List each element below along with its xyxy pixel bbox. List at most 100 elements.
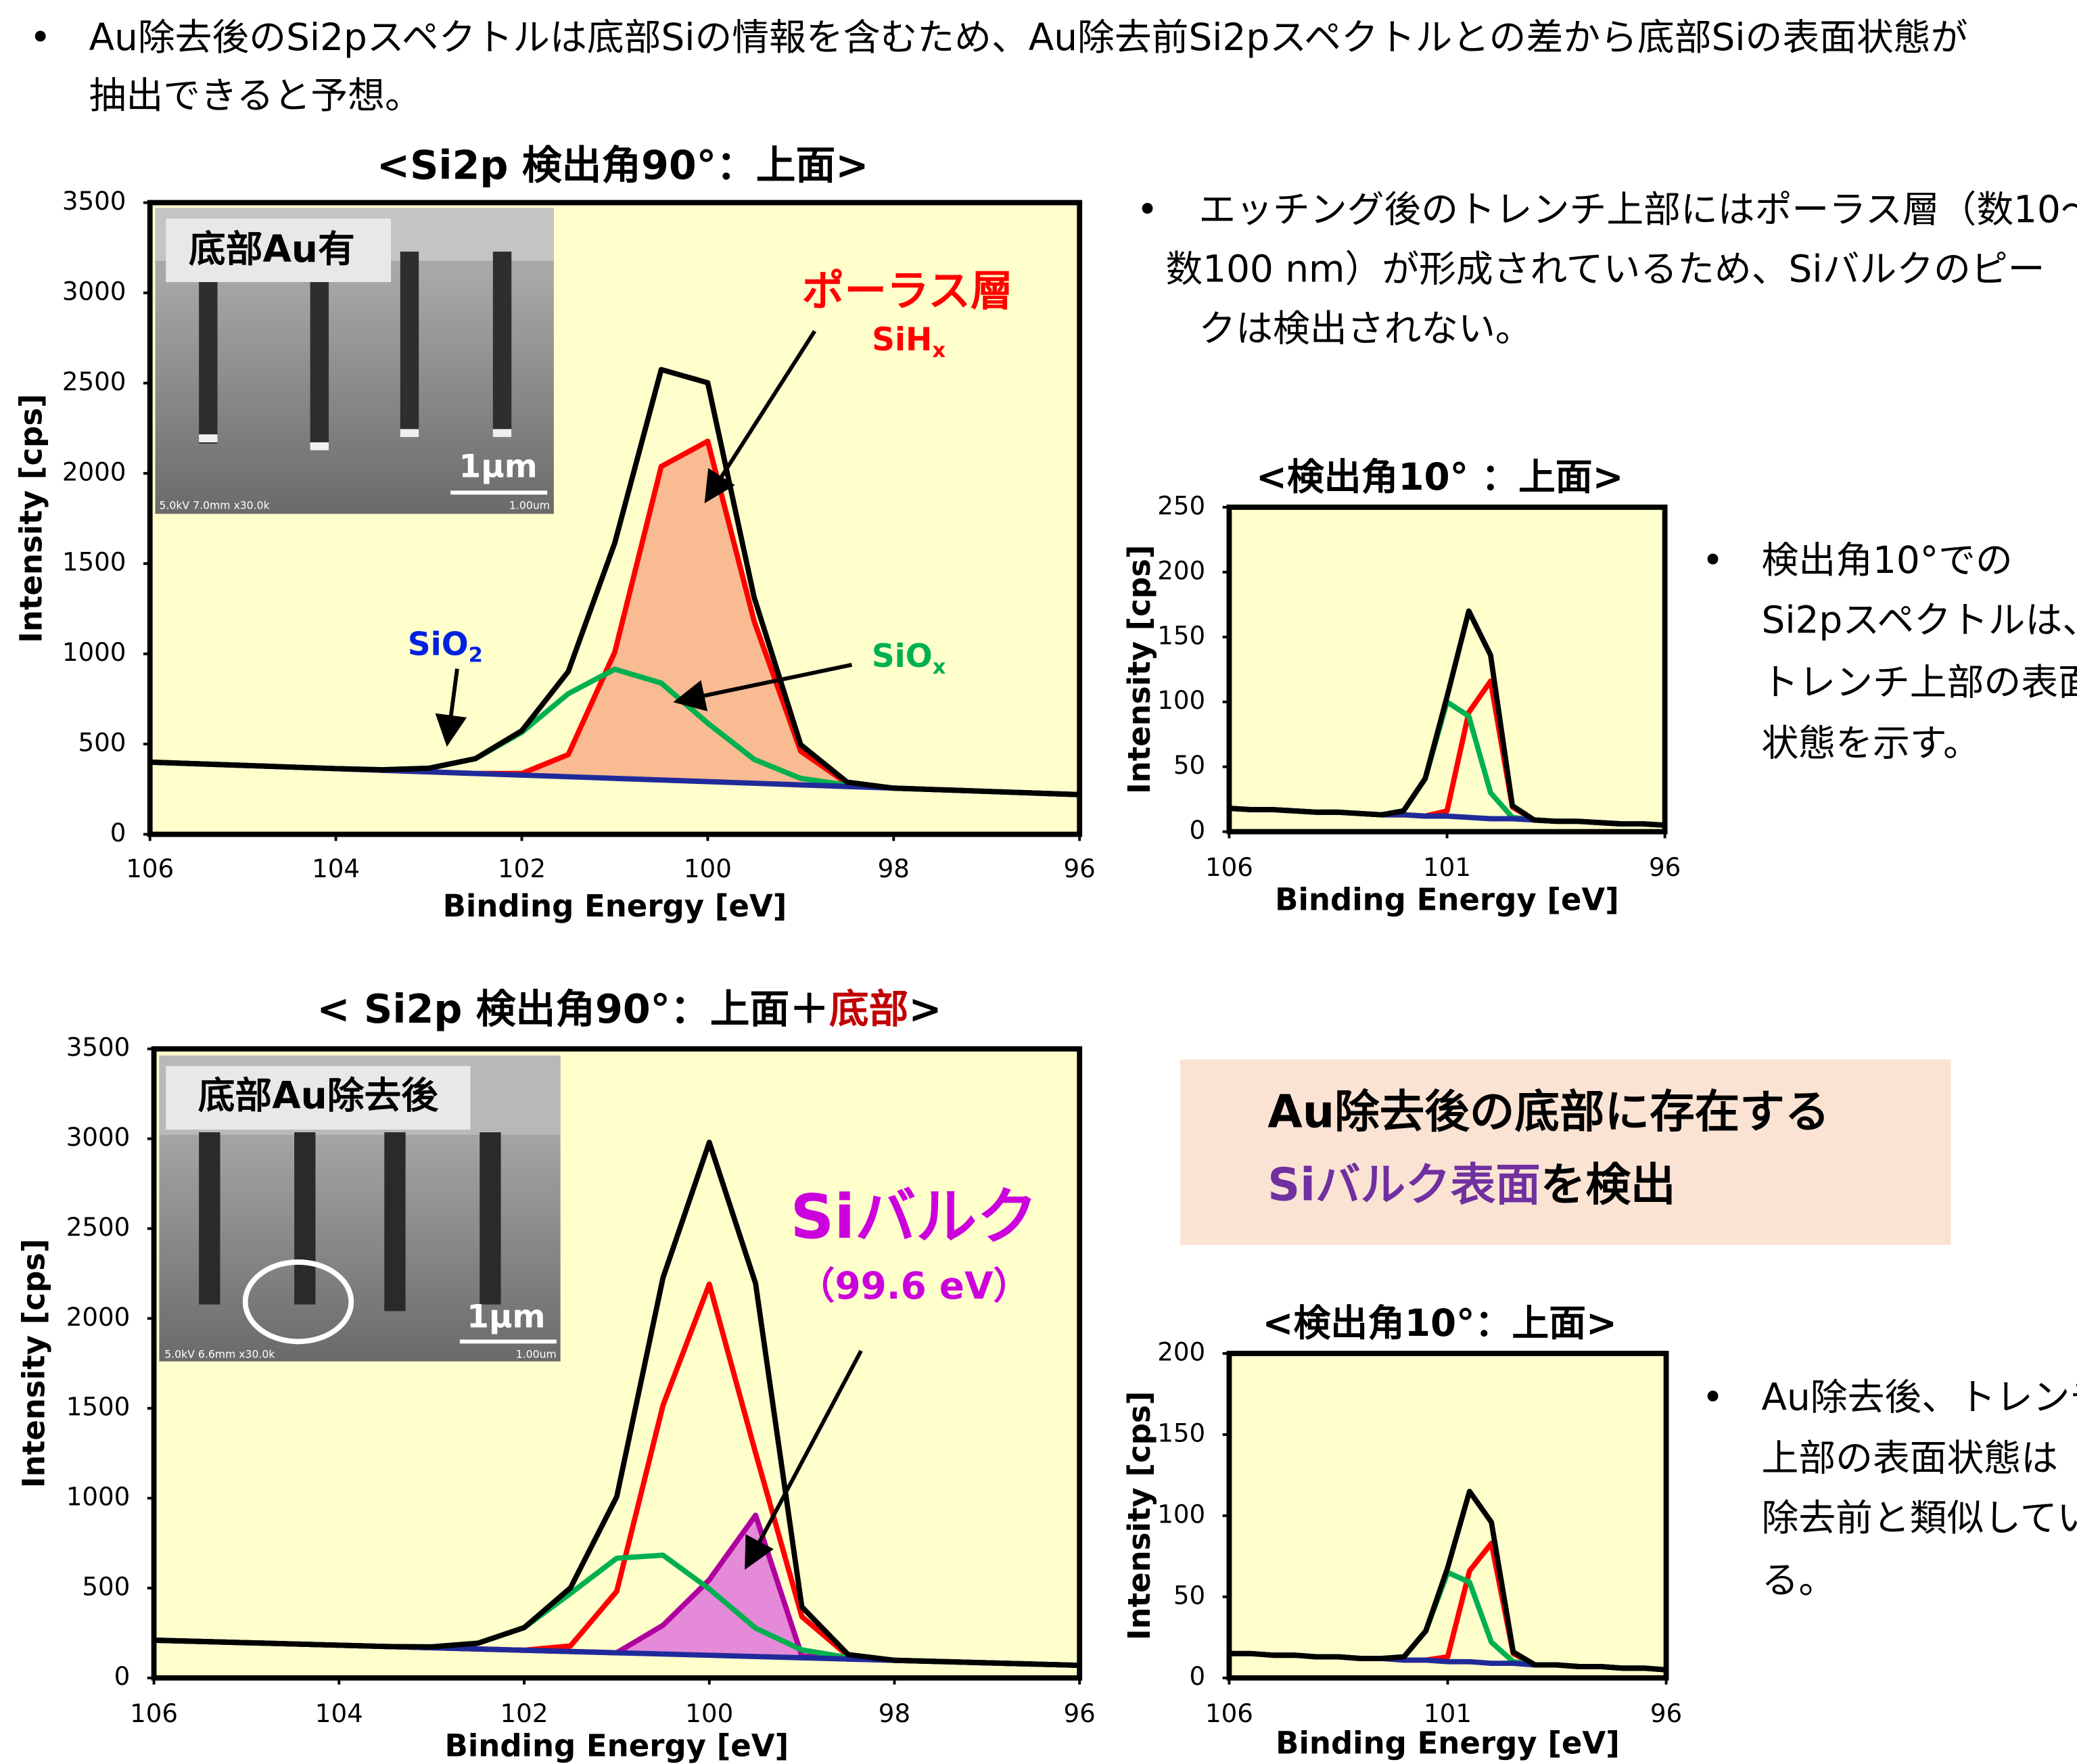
x-tick-label: 102 xyxy=(500,1698,549,1728)
y-tick-label: 100 xyxy=(1157,1499,1205,1529)
bullet-text: る。 xyxy=(1762,1558,1836,1602)
y-tick-label: 1500 xyxy=(62,547,126,577)
y-tick-label: 150 xyxy=(1157,1418,1205,1447)
chart-title: <検出角10°：上面> xyxy=(1263,1301,1617,1345)
annotation-subscript: x xyxy=(932,339,946,363)
bullet-text: 数100 nm）が形成されているため、Siバルクのピー xyxy=(1165,248,2045,291)
x-tick-label: 96 xyxy=(1064,854,1096,883)
inset-info: 5.0kV 7.0mm x30.0k xyxy=(159,498,270,511)
bullet-text: トレンチ上部の表面 xyxy=(1762,660,2077,703)
x-tick-label: 104 xyxy=(315,1698,363,1728)
chart-title-part: <検出角10° ：上面> xyxy=(1256,455,1623,498)
y-tick-label: 0 xyxy=(114,1661,131,1691)
bullet-text: 状態を示す。 xyxy=(1762,721,1980,764)
x-tick-label: 96 xyxy=(1064,1698,1096,1728)
x-tick-label: 102 xyxy=(498,854,546,883)
box-text-rest: を検出 xyxy=(1541,1158,1676,1211)
box-highlight: Siバルク表面 xyxy=(1267,1158,1541,1211)
y-tick-label: 150 xyxy=(1157,620,1205,650)
bullet-text: Au除去後、トレンチ xyxy=(1762,1376,2077,1419)
annotation-text: SiO xyxy=(408,626,469,663)
y-tick-label: 200 xyxy=(1157,555,1205,585)
annotation: ポーラス層 xyxy=(802,266,1013,316)
x-axis-label: Binding Energy [eV] xyxy=(445,1728,789,1764)
annotation-text: （99.6 eV） xyxy=(798,1264,1031,1307)
x-tick-label: 98 xyxy=(879,1698,910,1728)
bullet-dot: • xyxy=(1702,1376,1723,1419)
y-tick-label: 2000 xyxy=(62,457,126,486)
x-tick-label: 106 xyxy=(130,1698,178,1728)
y-tick-label: 2500 xyxy=(62,367,126,396)
x-tick-label: 106 xyxy=(126,854,174,883)
x-tick-label: 106 xyxy=(1205,852,1253,882)
x-tick-label: 100 xyxy=(685,1698,733,1728)
chart-title-part: <検出角10°：上面> xyxy=(1263,1301,1617,1345)
y-tick-label: 250 xyxy=(1157,490,1205,520)
chart-title: <Si2p 検出角90°：上面> xyxy=(377,142,869,189)
x-axis-label: Binding Energy [eV] xyxy=(443,888,787,924)
y-tick-label: 1000 xyxy=(62,637,126,667)
chart: 0 50 100 150 200 250 106 101 96 Binding Energy [e… xyxy=(1121,455,1681,917)
y-tick-label: 3000 xyxy=(62,276,126,306)
x-tick-label: 98 xyxy=(878,854,910,883)
annotation-text: SiO xyxy=(872,638,933,675)
annotation-subscript: x xyxy=(933,655,946,679)
bullet-text: クは検出されない。 xyxy=(1198,307,1532,350)
annotation-text: SiH xyxy=(872,321,932,358)
y-tick-label: 50 xyxy=(1173,750,1205,780)
chart-title-part: > xyxy=(908,985,941,1032)
y-tick-label: 200 xyxy=(1157,1337,1205,1367)
bullet-text: Au除去後のSi2pスペクトルは底部Siの情報を含むため、Au除去前Si2pスペ… xyxy=(89,16,1968,59)
y-tick-label: 3000 xyxy=(66,1122,131,1152)
y-tick-label: 0 xyxy=(110,818,126,848)
x-tick-label: 104 xyxy=(312,854,360,883)
y-tick-label: 0 xyxy=(1190,815,1206,845)
x-axis-label: Binding Energy [eV] xyxy=(1276,1725,1620,1761)
chart-title: <検出角10° ：上面> xyxy=(1256,455,1623,498)
annotation-text: Siバルク xyxy=(791,1182,1038,1253)
inset-scale: 1μm xyxy=(459,448,538,486)
inset-scale: 1μm xyxy=(467,1299,545,1336)
y-axis-label: Intensity [cps] xyxy=(1121,544,1157,794)
inset-label: 底部Au除去後 xyxy=(198,1073,440,1117)
bullet-text: Si2pスペクトルは、 xyxy=(1762,598,2077,641)
chart-title-part: <Si2p 検出角90°：上面> xyxy=(377,142,869,189)
x-tick-label: 101 xyxy=(1424,1698,1472,1728)
y-tick-label: 1000 xyxy=(66,1482,131,1512)
bullet-dot: • xyxy=(30,16,51,59)
bullet-dot: • xyxy=(1702,538,1723,582)
y-tick-label: 100 xyxy=(1157,685,1205,715)
bullet-text: エッチング後のトレンチ上部にはポーラス層（数10～ xyxy=(1198,187,2077,231)
y-axis-label: Intensity [cps] xyxy=(13,394,49,643)
plot-background xyxy=(1229,507,1664,832)
x-tick-label: 101 xyxy=(1423,852,1471,882)
bullet-text: 上部の表面状態は xyxy=(1762,1437,2058,1480)
plot-background xyxy=(1229,1353,1666,1678)
inset-info: 1.00um xyxy=(516,1347,557,1360)
slide: 0500100015002000250030003500106104102100… xyxy=(0,0,2077,1764)
annotation: （99.6 eV） xyxy=(798,1264,1031,1307)
y-tick-label: 0 xyxy=(1190,1661,1206,1691)
chart: 0 50 100 150 200 106 101 96 Binding Energy [eV] I… xyxy=(1121,1301,1682,1761)
inset-label: 底部Au有 xyxy=(189,227,355,271)
annotation: Siバルク xyxy=(791,1182,1038,1253)
y-tick-label: 1500 xyxy=(66,1392,131,1422)
x-tick-label: 100 xyxy=(684,854,732,883)
x-axis-label: Binding Energy [eV] xyxy=(1275,881,1619,917)
y-axis-label: Intensity [cps] xyxy=(1121,1391,1157,1641)
x-tick-label: 96 xyxy=(1650,1698,1682,1728)
y-tick-label: 2000 xyxy=(66,1302,131,1332)
y-tick-label: 2500 xyxy=(66,1212,131,1242)
y-tick-label: 50 xyxy=(1173,1580,1205,1610)
annotation-subscript: 2 xyxy=(469,643,483,667)
chart-title: < Si2p 検出角90°：上面＋底部> xyxy=(317,985,941,1032)
chart-title-part: < Si2p 検出角90°：上面＋ xyxy=(317,985,829,1032)
y-axis-label: Intensity [cps] xyxy=(16,1238,51,1488)
bullet-text: 検出角10°での xyxy=(1762,538,2013,582)
bullet-dot: • xyxy=(1136,187,1158,231)
page: { "bullet_top": ["Au除去後のSi2pスペクトルは底部Siの情… xyxy=(0,0,2077,1764)
inset-info: 5.0kV 6.6mm x30.0k xyxy=(164,1347,275,1360)
x-tick-label: 106 xyxy=(1205,1698,1253,1728)
x-tick-label: 96 xyxy=(1649,852,1681,882)
box-text: Au除去後の底部に存在する xyxy=(1267,1086,1829,1138)
